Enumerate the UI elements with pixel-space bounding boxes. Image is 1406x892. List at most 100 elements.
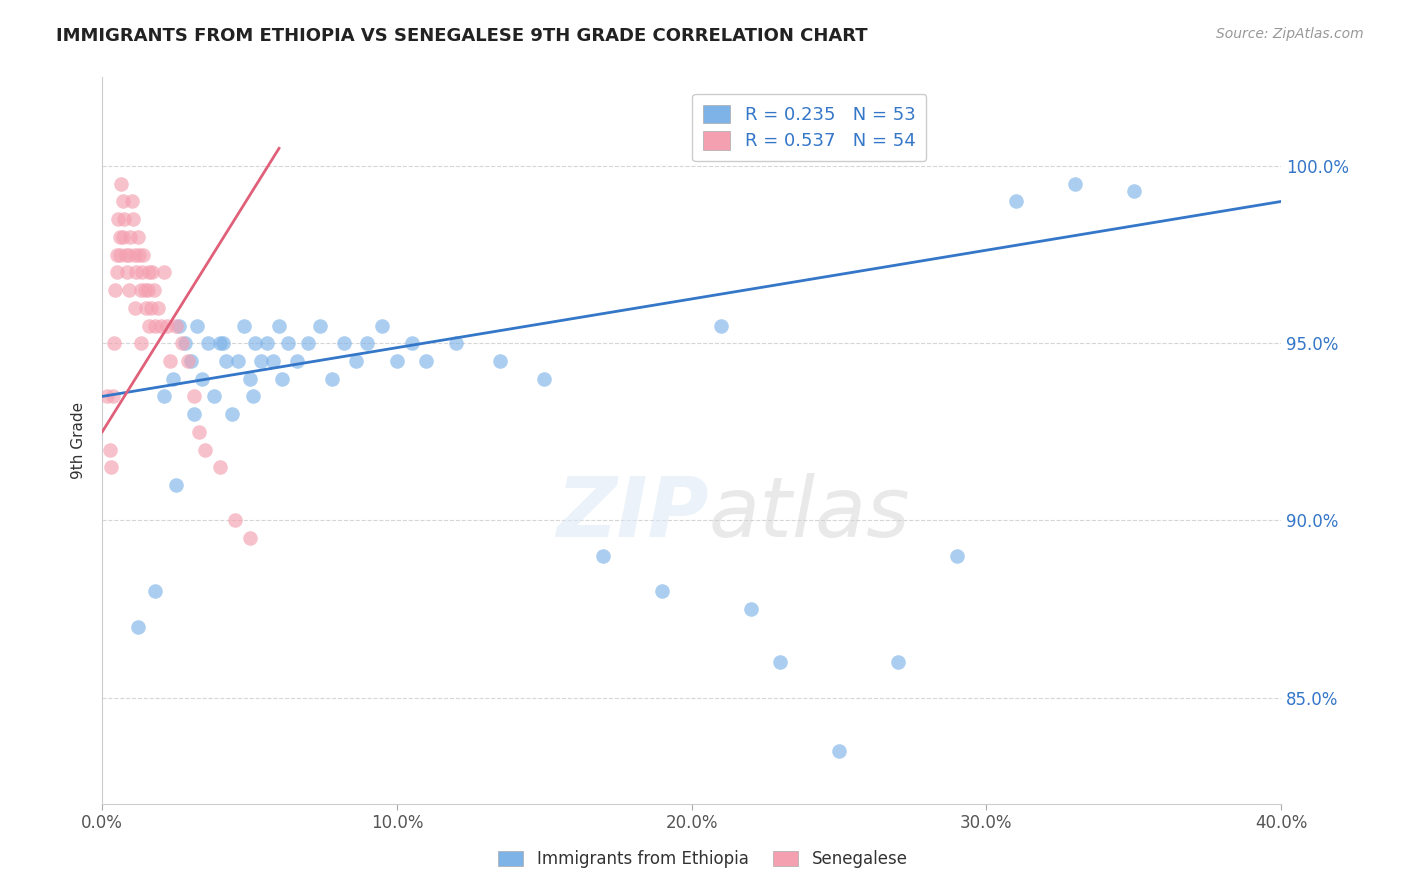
Point [215, 354, 238, 368]
Point [117, 265, 139, 279]
Point [183, 389, 205, 403]
Point [118, 247, 141, 261]
Legend: Immigrants from Ethiopia, Senegalese: Immigrants from Ethiopia, Senegalese [492, 844, 914, 875]
Point [143, 584, 166, 599]
Point [887, 655, 910, 669]
Point [108, 247, 131, 261]
Point [194, 442, 217, 457]
Legend: R = 0.235   N = 53, R = 0.537   N = 54: R = 0.235 N = 53, R = 0.537 N = 54 [693, 94, 927, 161]
Point [333, 336, 356, 351]
Point [226, 354, 249, 368]
Point [127, 620, 149, 634]
Point [139, 301, 162, 315]
Point [98, 442, 121, 457]
Point [125, 265, 148, 279]
Point [176, 354, 198, 368]
Point [197, 336, 219, 351]
Point [180, 354, 202, 368]
Point [356, 336, 378, 351]
Point [271, 372, 294, 386]
Point [143, 318, 166, 333]
Text: atlas: atlas [709, 473, 910, 554]
Point [103, 336, 125, 351]
Point [136, 283, 159, 297]
Point [740, 602, 762, 616]
Point [165, 318, 187, 333]
Point [120, 230, 142, 244]
Point [212, 336, 235, 351]
Point [173, 336, 195, 351]
Point [129, 283, 152, 297]
Point [533, 372, 555, 386]
Point [238, 531, 260, 545]
Point [127, 230, 149, 244]
Point [134, 283, 156, 297]
Point [114, 247, 136, 261]
Point [710, 318, 733, 333]
Point [112, 212, 135, 227]
Point [344, 354, 367, 368]
Text: Source: ZipAtlas.com: Source: ZipAtlas.com [1216, 27, 1364, 41]
Point [165, 478, 187, 492]
Point [111, 230, 134, 244]
Point [267, 318, 290, 333]
Point [401, 336, 423, 351]
Point [1122, 184, 1144, 198]
Point [105, 265, 128, 279]
Point [651, 584, 673, 599]
Point [262, 354, 284, 368]
Point [209, 336, 232, 351]
Point [242, 389, 264, 403]
Point [209, 460, 232, 475]
Point [153, 389, 176, 403]
Point [202, 389, 225, 403]
Point [96, 389, 118, 403]
Text: ZIP: ZIP [557, 473, 709, 554]
Point [138, 265, 160, 279]
Point [1004, 194, 1026, 209]
Point [415, 354, 437, 368]
Point [124, 247, 146, 261]
Point [132, 247, 155, 261]
Point [156, 318, 179, 333]
Point [121, 194, 143, 209]
Point [371, 318, 394, 333]
Point [153, 265, 176, 279]
Point [101, 389, 124, 403]
Point [100, 460, 122, 475]
Point [111, 194, 134, 209]
Point [131, 265, 153, 279]
Point [191, 372, 214, 386]
Point [122, 212, 145, 227]
Point [285, 354, 308, 368]
Point [148, 301, 170, 315]
Point [946, 549, 969, 563]
Point [104, 283, 127, 297]
Point [1063, 177, 1085, 191]
Point [224, 513, 246, 527]
Point [142, 283, 165, 297]
Point [186, 318, 208, 333]
Point [150, 318, 173, 333]
Point [183, 407, 205, 421]
Point [232, 318, 254, 333]
Point [769, 655, 792, 669]
Point [245, 336, 267, 351]
Point [128, 247, 150, 261]
Point [221, 407, 243, 421]
Point [385, 354, 408, 368]
Point [828, 744, 851, 758]
Point [135, 301, 157, 315]
Point [444, 336, 467, 351]
Point [129, 336, 152, 351]
Point [297, 336, 319, 351]
Point [110, 177, 132, 191]
Point [321, 372, 343, 386]
Point [141, 265, 163, 279]
Point [108, 230, 131, 244]
Point [309, 318, 332, 333]
Point [124, 301, 146, 315]
Point [592, 549, 614, 563]
Point [238, 372, 260, 386]
Point [188, 425, 211, 439]
